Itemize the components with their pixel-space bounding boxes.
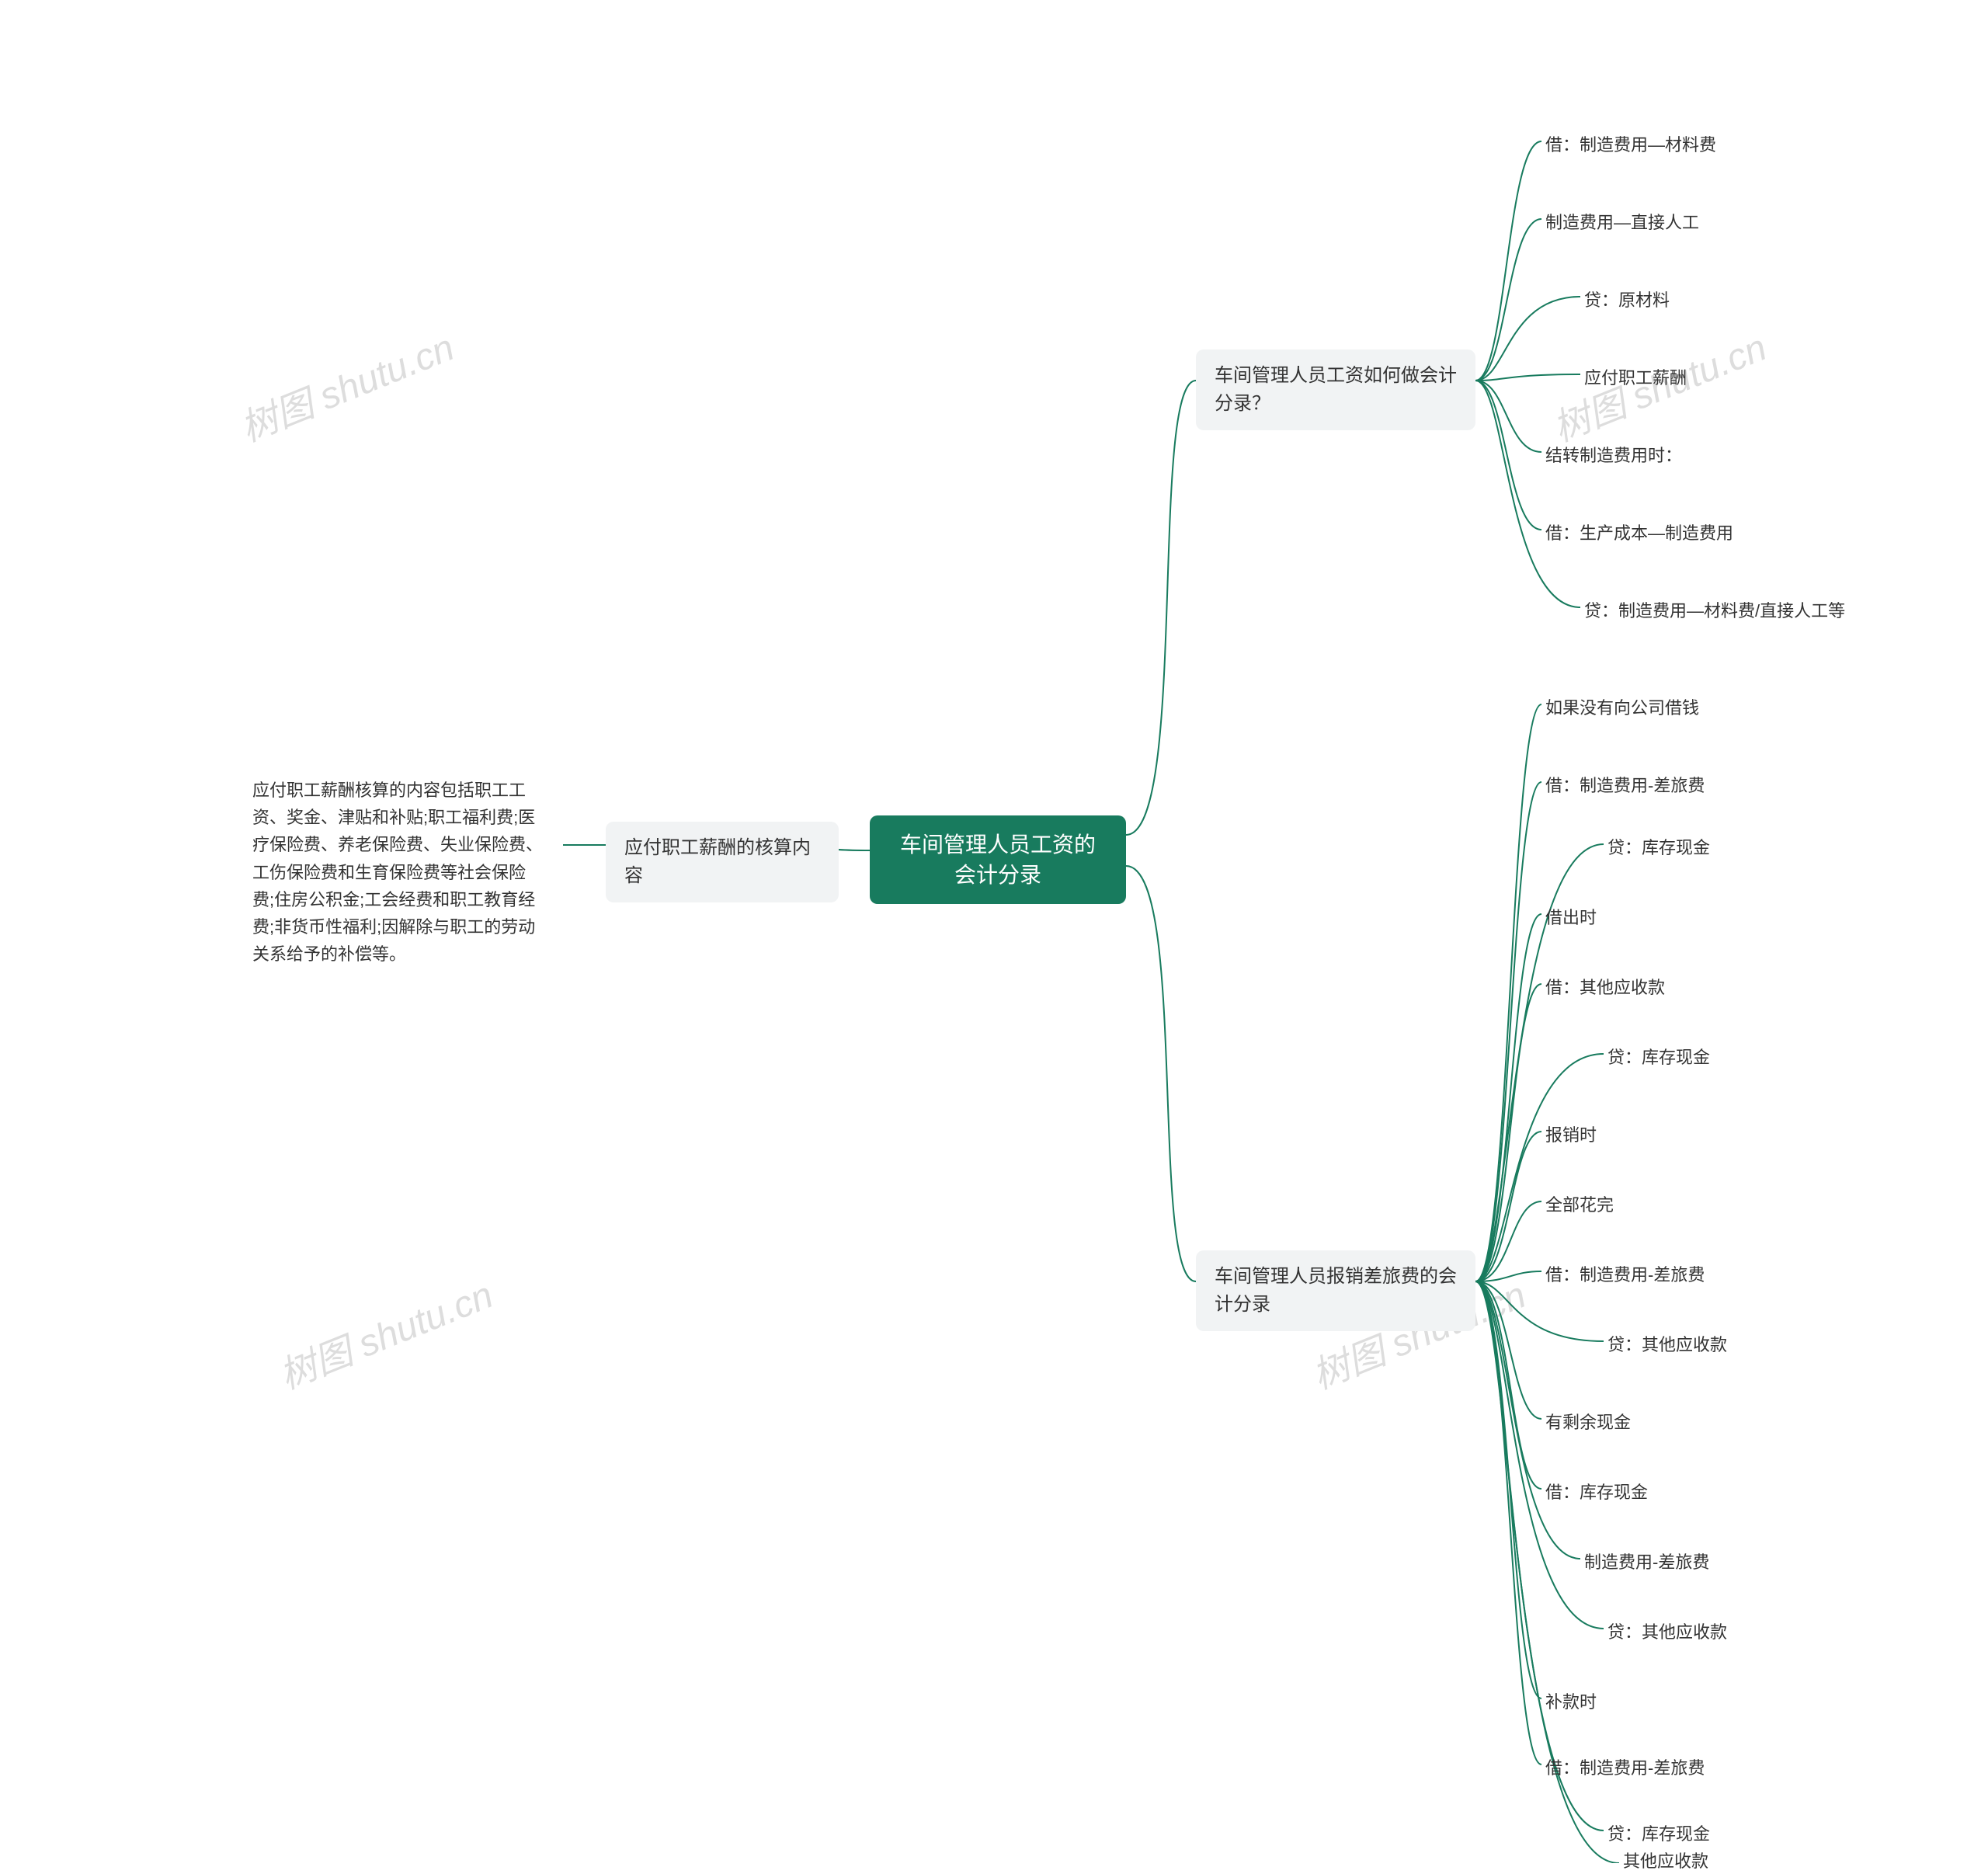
leaf: 制造费用—直接人工 xyxy=(1545,210,1699,235)
leaf: 贷：原材料 xyxy=(1584,287,1670,313)
leaf: 借：制造费用-差旅费 xyxy=(1545,773,1705,798)
leaf: 借：库存现金 xyxy=(1545,1479,1648,1505)
leaf: 借：制造费用—材料费 xyxy=(1545,132,1716,158)
branch-left-desc: 应付职工薪酬核算的内容包括职工工资、奖金、津贴和补贴;职工福利费;医疗保险费、养… xyxy=(252,777,547,968)
leaf: 贷：其他应收款 xyxy=(1607,1332,1727,1358)
leaf: 有剩余现金 xyxy=(1545,1410,1631,1435)
leaf: 制造费用-差旅费 xyxy=(1584,1549,1709,1575)
leaf: 借：制造费用-差旅费 xyxy=(1545,1755,1705,1781)
branch-right-2[interactable]: 车间管理人员报销差旅费的会计分录 xyxy=(1196,1250,1475,1331)
leaf: 贷：其他应收款 xyxy=(1607,1619,1727,1645)
mindmap-canvas: 树图 shutu.cn 树图 shutu.cn 树图 shutu.cn 树图 s… xyxy=(0,0,1988,1863)
leaf: 贷：制造费用—材料费/直接人工等 xyxy=(1584,598,1845,624)
watermark: 树图 shutu.cn xyxy=(231,317,461,452)
leaf: 贷：库存现金 xyxy=(1607,1821,1710,1847)
leaf: 如果没有向公司借钱 xyxy=(1545,695,1699,721)
leaf: 应付职工薪酬 xyxy=(1584,365,1687,391)
leaf: 贷：库存现金 xyxy=(1607,835,1710,861)
leaf: 报销时 xyxy=(1545,1122,1597,1148)
leaf: 全部花完 xyxy=(1545,1192,1614,1218)
watermark: 树图 shutu.cn xyxy=(269,1264,499,1399)
leaf: 借：生产成本—制造费用 xyxy=(1545,520,1733,546)
leaf: 借：制造费用-差旅费 xyxy=(1545,1262,1705,1288)
leaf: 借出时 xyxy=(1545,905,1597,930)
leaf: 结转制造费用时： xyxy=(1545,443,1682,468)
center-node[interactable]: 车间管理人员工资的会计分录 xyxy=(870,815,1126,904)
leaf: 贷：库存现金 xyxy=(1607,1045,1710,1070)
branch-left[interactable]: 应付职工薪酬的核算内容 xyxy=(606,822,839,902)
leaf: 补款时 xyxy=(1545,1689,1597,1715)
branch-right-1[interactable]: 车间管理人员工资如何做会计分录？ xyxy=(1196,349,1475,430)
leaf: 借：其他应收款 xyxy=(1545,975,1665,1000)
leaf: 其他应收款 xyxy=(1623,1848,1708,1874)
